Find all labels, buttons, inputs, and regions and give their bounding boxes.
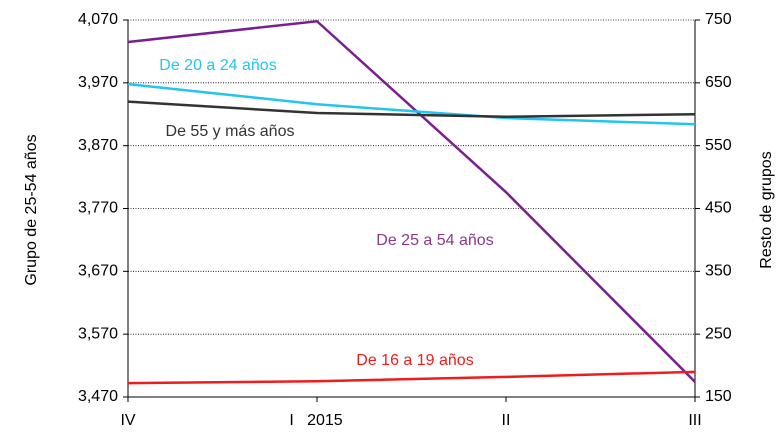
- y-axis-title: Grupo de 25-54 años: [23, 134, 40, 285]
- series-line: [127, 82, 696, 126]
- y2-tick-label: 250: [705, 325, 732, 342]
- series-label: De 55 y más años: [166, 123, 295, 140]
- y2-tick-label: 450: [705, 200, 732, 217]
- series-label: De 20 a 24 años: [159, 57, 276, 74]
- series-line: [127, 370, 696, 385]
- x-tick-label: III: [688, 412, 701, 429]
- series-label: De 25 a 54 años: [376, 232, 493, 249]
- y-tick-label: 3,770: [78, 200, 118, 217]
- series-line: [127, 100, 696, 119]
- y2-tick-label: 350: [705, 263, 732, 280]
- x-tick-label: II: [502, 412, 511, 429]
- y2-tick-label: 650: [705, 74, 732, 91]
- x-tick-label: IV: [120, 412, 135, 429]
- series-label: De 16 a 19 años: [356, 352, 473, 369]
- series-line: [127, 19, 696, 383]
- y-tick-label: 4,070: [78, 11, 118, 28]
- y-tick-label: 3,870: [78, 137, 118, 154]
- y2-tick-label: 750: [705, 11, 732, 28]
- y2-tick-label: 550: [705, 137, 732, 154]
- y-tick-label: 3,470: [78, 388, 118, 405]
- y-tick-label: 3,970: [78, 74, 118, 91]
- y-tick-label: 3,670: [78, 263, 118, 280]
- y-tick-label: 3,570: [78, 325, 118, 342]
- x-tick-label: I 2015: [289, 412, 342, 429]
- y2-tick-label: 150: [705, 388, 732, 405]
- y2-axis-title: Resto de grupos: [758, 151, 775, 268]
